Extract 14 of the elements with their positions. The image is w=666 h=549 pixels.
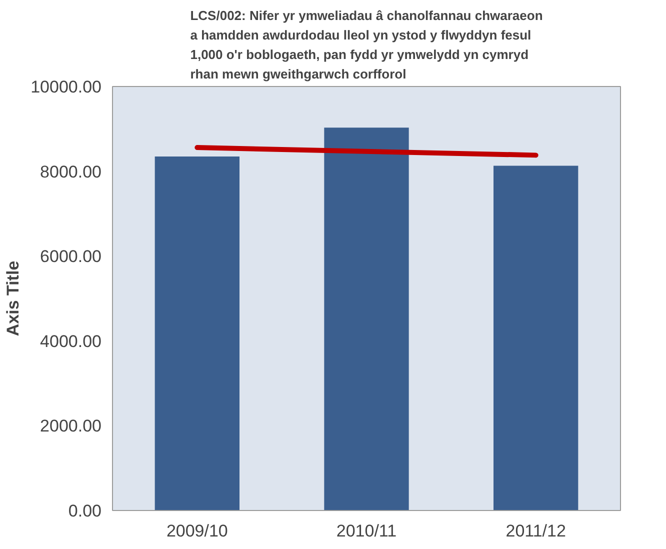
y-tick-label: 2000.00 xyxy=(40,416,102,436)
y-tick-label: 4000.00 xyxy=(40,332,102,351)
bar xyxy=(494,166,578,510)
chart-title: LCS/002: Nifer yr ymweliadau â chanolfannau chwaraeon a hamdden awdurdodau lleol yn ystod y flwyddyn fesul 1,000 o'r boblogaeth, pan fydd yr ymwelydd yn cymryd rhan mewn gweithgarwch corfforol xyxy=(190,8,543,82)
bar xyxy=(154,156,240,510)
x-tick-label: 2011/12 xyxy=(506,522,566,540)
bar xyxy=(324,128,409,510)
y-tick-label: 6000.00 xyxy=(40,247,102,266)
y-tick-label: 0.00 xyxy=(68,502,102,520)
x-tick-label: 2009/10 xyxy=(166,522,228,540)
y-tick-label: 10000.00 xyxy=(30,78,102,96)
x-tick-label: 2010/11 xyxy=(336,522,397,540)
y-axis-title: Axis Title xyxy=(4,260,23,336)
y-tick-label: 8000.00 xyxy=(40,162,102,182)
